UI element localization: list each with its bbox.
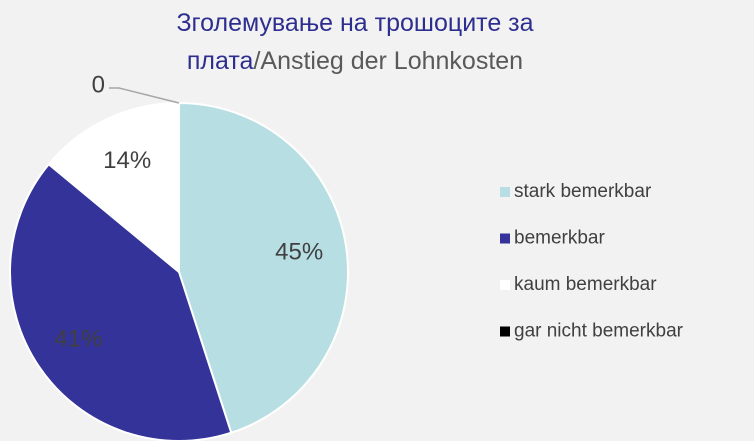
pie-slice [47, 101, 180, 275]
data-label: 41% [54, 326, 102, 353]
legend-label: stark bemerkbar [514, 181, 652, 202]
title-part: Зголемување на трошоците за плата [176, 9, 534, 75]
title-part: /Anstieg der Lohnkosten [253, 47, 524, 75]
chart-title: Зголемување на трошоците за плата/Anstie… [155, 4, 555, 80]
leader-line [109, 87, 180, 104]
legend-swatch [500, 233, 510, 244]
legend-label: bemerkbar [514, 228, 605, 249]
legend-label: gar nicht bemerkbar [514, 321, 684, 342]
legend-label: kaum bemerkbar [514, 274, 657, 295]
pie-slice [178, 101, 350, 434]
legend-swatch [500, 187, 510, 197]
legend-swatch [500, 280, 510, 290]
data-label: 14% [103, 147, 151, 174]
data-label: 45% [275, 238, 323, 265]
legend-swatch [500, 326, 510, 337]
data-label: 0 [92, 71, 105, 98]
